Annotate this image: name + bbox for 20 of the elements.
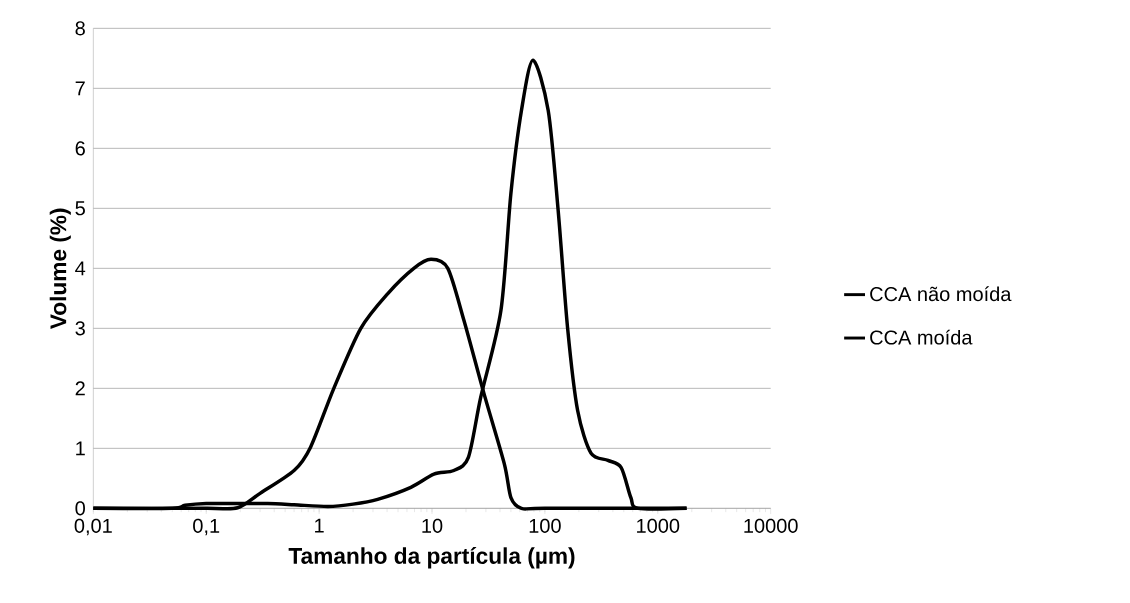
legend-label: CCA moída	[870, 329, 973, 345]
y-tick-label: 8	[75, 21, 85, 36]
y-tick-label: 4	[75, 261, 86, 276]
x-tick-label: 1	[315, 518, 324, 533]
y-tick-label: 5	[75, 201, 85, 216]
y-tick-label: 3	[75, 321, 85, 336]
y-tick-label: 6	[75, 141, 85, 156]
y-tick-label: 0	[75, 501, 85, 516]
x-tick-label: 1000	[637, 518, 680, 533]
y-tick-label: 1	[76, 441, 85, 456]
y-axis-title: Volume (%)	[49, 208, 71, 330]
legend-label: CCA não moída	[870, 286, 1012, 302]
y-tick-label: 7	[75, 81, 85, 96]
x-tick-label: 0,1	[193, 518, 220, 536]
x-tick-label: 10	[422, 518, 443, 533]
x-tick-label: 100	[529, 518, 561, 533]
x-axis-title: Tamanho da partícula (µm)	[288, 547, 575, 569]
y-tick-label: 2	[75, 381, 85, 396]
x-tick-label: 10000	[744, 518, 798, 533]
x-tick-label: 0,01	[74, 518, 112, 536]
